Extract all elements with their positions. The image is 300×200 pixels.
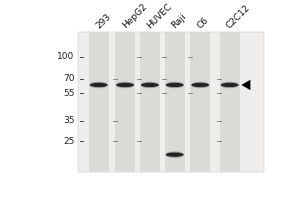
- Text: C2C12: C2C12: [225, 3, 252, 30]
- Ellipse shape: [220, 82, 239, 88]
- Text: HepG2: HepG2: [120, 2, 148, 30]
- Ellipse shape: [166, 83, 184, 87]
- Ellipse shape: [191, 83, 209, 87]
- Bar: [78, 32, 264, 172]
- Ellipse shape: [90, 83, 108, 87]
- Text: HUVEC: HUVEC: [145, 2, 173, 30]
- Ellipse shape: [116, 83, 134, 87]
- Text: 35: 35: [63, 116, 75, 125]
- Ellipse shape: [141, 82, 159, 88]
- Text: 100: 100: [58, 52, 75, 61]
- Ellipse shape: [165, 151, 184, 158]
- Bar: [190, 32, 210, 172]
- Text: Raji: Raji: [170, 12, 188, 30]
- Ellipse shape: [89, 82, 108, 88]
- Text: 70: 70: [63, 74, 75, 83]
- Ellipse shape: [166, 153, 184, 157]
- Bar: [115, 32, 135, 172]
- Bar: [140, 32, 160, 172]
- Ellipse shape: [165, 82, 184, 88]
- Ellipse shape: [141, 83, 159, 87]
- Polygon shape: [241, 80, 250, 90]
- Text: 25: 25: [63, 137, 75, 146]
- Bar: [165, 32, 185, 172]
- Ellipse shape: [116, 82, 134, 88]
- Text: 293: 293: [94, 12, 112, 30]
- Bar: [89, 32, 109, 172]
- Ellipse shape: [221, 83, 238, 87]
- Ellipse shape: [191, 82, 210, 88]
- Bar: [220, 32, 240, 172]
- Text: C6: C6: [195, 15, 210, 30]
- Text: 55: 55: [63, 89, 75, 98]
